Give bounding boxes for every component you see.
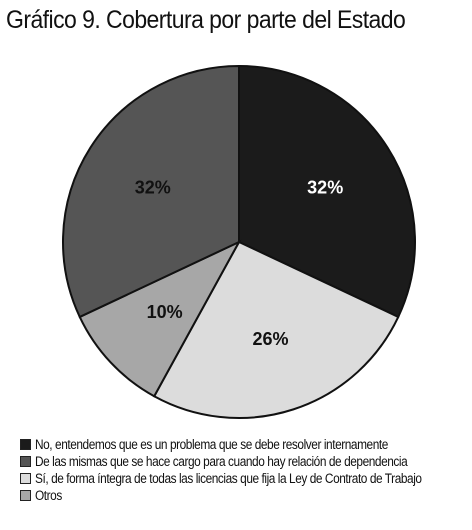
legend-item: De las mismas que se hace cargo para cua…	[20, 453, 472, 470]
pie-slice	[62, 64, 240, 319]
legend-swatch-black	[20, 439, 31, 450]
slice-label: 26%	[253, 329, 289, 349]
legend-label: No, entendemos que es un problema que se…	[35, 437, 388, 452]
legend-item: Sí, de forma íntegra de todas las licenc…	[20, 470, 472, 487]
chart-title: Gráfico 9. Cobertura por parte del Estad…	[6, 6, 406, 34]
slice-label: 10%	[147, 302, 183, 322]
legend-swatch-medium-gray	[20, 490, 31, 501]
legend-label: De las mismas que se hace cargo para cua…	[35, 454, 408, 469]
pie-slices	[62, 64, 416, 419]
slice-label: 32%	[307, 177, 343, 197]
pie-labels: 32% 26% 10% 32%	[135, 177, 343, 349]
legend-swatch-light-gray	[20, 473, 31, 484]
legend-item: No, entendemos que es un problema que se…	[20, 436, 472, 453]
legend-item: Otros	[20, 487, 472, 504]
legend-label: Otros	[35, 488, 62, 503]
pie-slice	[78, 239, 242, 398]
legend-label: Sí, de forma íntegra de todas las licenc…	[35, 471, 422, 486]
pie-slice	[238, 64, 416, 319]
pie-chart: 32% 26% 10% 32%	[62, 64, 416, 419]
legend-swatch-dark-gray	[20, 456, 31, 467]
slice-label: 32%	[135, 177, 171, 197]
legend: No, entendemos que es un problema que se…	[20, 436, 472, 504]
